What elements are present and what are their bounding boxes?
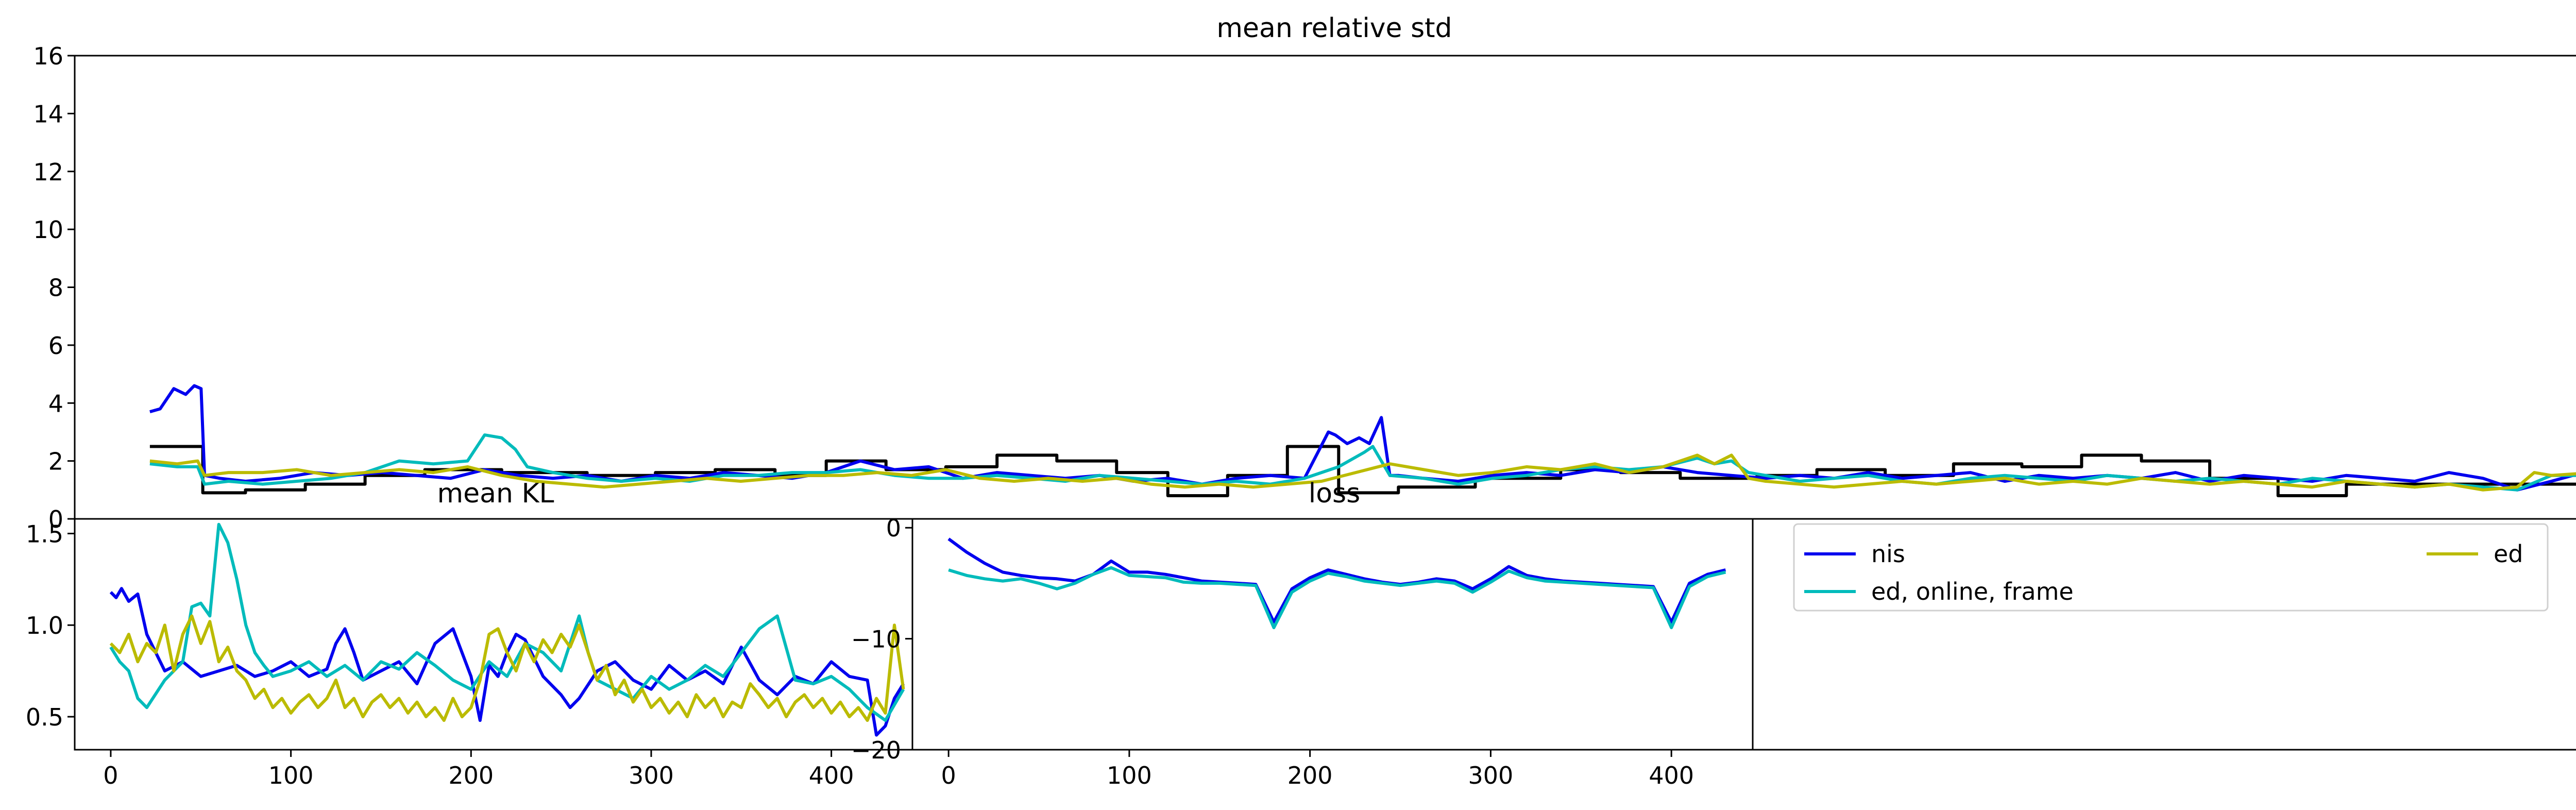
kl-xtick-label: 400 [809, 762, 854, 789]
main-ytick-label: 10 [33, 216, 63, 244]
main-axes-frame [74, 55, 2576, 520]
kl-ytick-label: 1.0 [26, 612, 63, 639]
loss-ytick-label: −20 [851, 736, 901, 764]
main-ytick-label: 8 [48, 274, 63, 302]
legend-axes-frame [1752, 518, 2576, 751]
panel-loss: loss 0 100 200 300 400 0 −10 −20 [851, 478, 1754, 789]
loss-series-line-nis [947, 537, 1726, 624]
main-ytick-label: 2 [48, 448, 63, 476]
panel-mean-kl: mean KL 0 100 200 300 400 0.5 1.0 1.5 [26, 478, 913, 789]
main-ytick-label: 4 [48, 390, 63, 417]
kl-xtick-label: 0 [103, 762, 118, 789]
kl-xtick-label: 100 [268, 762, 314, 789]
kl-xtick-label: 200 [448, 762, 494, 789]
loss-ytick-label: −10 [851, 626, 901, 653]
main-series-line-ed [149, 453, 2576, 492]
panel-mean-relative-std: mean relative std 0 2 4 6 8 10 12 14 16 [33, 13, 2576, 533]
kl-title: mean KL [437, 478, 554, 509]
main-ytick-label: 6 [48, 332, 63, 360]
loss-title: loss [1309, 478, 1360, 509]
loss-xtick-label: 100 [1107, 762, 1152, 789]
legend-box [1793, 523, 2549, 612]
legend-label: ed, online, frame [1871, 578, 2074, 605]
kl-series-line-ed [109, 614, 905, 722]
loss-axes-frame [911, 518, 1754, 751]
panel-legend: nis ed, online, frame ed [1752, 518, 2576, 751]
main-ytick-label: 0 [48, 505, 63, 533]
legend-label: ed [2494, 540, 2523, 568]
kl-xtick-label: 300 [629, 762, 674, 789]
loss-series-line-ed-online-frame [948, 566, 1726, 630]
loss-xtick-label: 0 [941, 762, 956, 789]
loss-ytick-label: 0 [886, 514, 901, 542]
kl-series-line-nis [109, 587, 905, 737]
main-ytick-label: 14 [33, 100, 63, 128]
kl-series-line-ed-online-frame [109, 522, 905, 722]
main-ytick-label: 12 [33, 158, 63, 186]
main-series-line-nis [149, 384, 2576, 492]
loss-xtick-label: 300 [1468, 762, 1514, 789]
kl-ytick-label: 1.5 [26, 520, 63, 548]
kl-ytick-label: 0.5 [26, 703, 63, 731]
main-title: mean relative std [1216, 13, 1452, 44]
legend-label: nis [1871, 540, 1905, 568]
loss-xtick-label: 400 [1649, 762, 1694, 789]
main-ytick-label: 16 [33, 42, 63, 70]
loss-xtick-label: 200 [1287, 762, 1333, 789]
